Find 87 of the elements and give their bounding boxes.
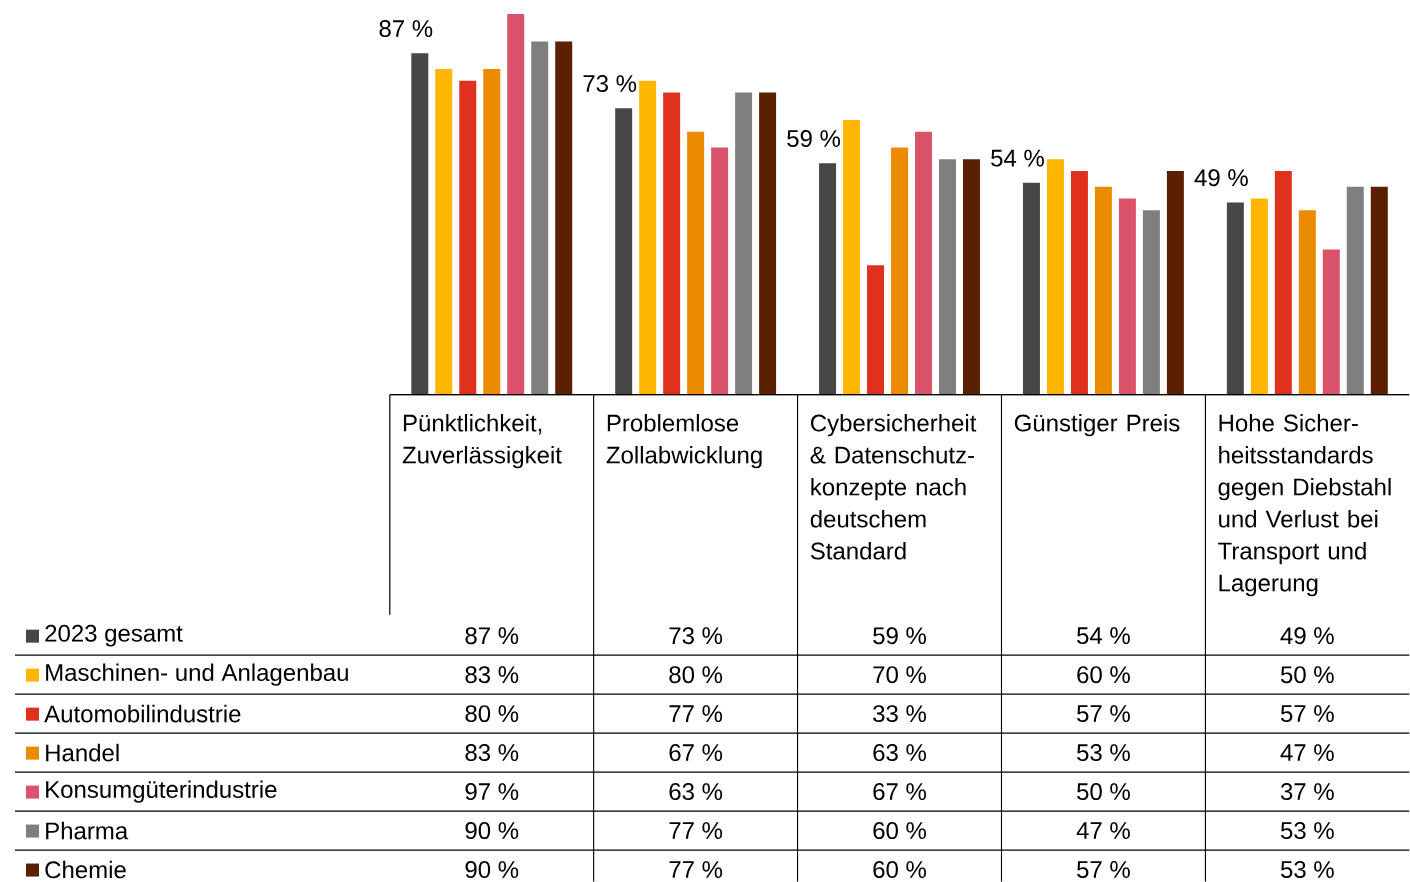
data-label: 87 % bbox=[465, 627, 519, 645]
data-label: 90 % bbox=[465, 822, 519, 839]
data-label: 47 % bbox=[1076, 822, 1130, 839]
legend-label: Handel bbox=[46, 743, 119, 762]
bar bbox=[1118, 198, 1136, 395]
bar bbox=[639, 80, 657, 395]
data-label: 60 % bbox=[873, 860, 926, 878]
x-tick-label: Problemlose Zollabwicklung bbox=[606, 413, 762, 469]
legend-label: Maschinen- und Anlagenbau bbox=[46, 663, 348, 686]
data-label: 53 % bbox=[1280, 822, 1334, 839]
data-label: 57 % bbox=[1077, 861, 1130, 878]
legend-label: Automobilindustrie bbox=[44, 704, 241, 723]
data-label: 53 % bbox=[1280, 860, 1334, 878]
data-label: 50 % bbox=[1280, 666, 1334, 684]
bar bbox=[1046, 159, 1064, 395]
data-label: 77 % bbox=[669, 861, 723, 878]
bar bbox=[507, 13, 525, 395]
text: 49 % bbox=[1194, 169, 1248, 187]
data-label: 57 % bbox=[1280, 705, 1334, 722]
data-label: 60 % bbox=[873, 822, 926, 839]
data-label: 63 % bbox=[669, 783, 723, 801]
bar bbox=[939, 159, 956, 395]
bar bbox=[843, 119, 861, 395]
data-label: 60 % bbox=[1077, 666, 1130, 684]
data-label: 97 % bbox=[465, 783, 519, 801]
bar bbox=[687, 131, 705, 395]
bar bbox=[1250, 198, 1268, 395]
legend-label: 2023 gesamt bbox=[45, 624, 183, 647]
data-label: 54 % bbox=[1077, 627, 1130, 645]
data-label: 63 % bbox=[873, 744, 926, 762]
bar bbox=[819, 163, 837, 395]
bar bbox=[555, 41, 573, 395]
data-label: 53 % bbox=[1077, 744, 1130, 762]
bar bbox=[891, 147, 909, 395]
legend-label: Chemie bbox=[45, 860, 126, 879]
text: 87 % bbox=[379, 20, 433, 38]
text: 54 % bbox=[991, 149, 1044, 167]
text: 73 % bbox=[583, 75, 637, 92]
bar bbox=[1274, 170, 1292, 395]
bar bbox=[1346, 186, 1364, 395]
bar bbox=[1166, 170, 1184, 395]
bar bbox=[1322, 249, 1340, 395]
bar bbox=[411, 53, 429, 395]
x-tick-label: Cybersicherheit & Datenschutz-konzepte nach deutschem Standard bbox=[810, 413, 977, 560]
data-label: 37 % bbox=[1280, 783, 1334, 801]
data-label: 33 % bbox=[873, 705, 926, 723]
data-label: 90 % bbox=[465, 860, 519, 878]
data-label: 59 % bbox=[873, 627, 926, 645]
legend-label: Pharma bbox=[46, 821, 129, 840]
x-tick-label: Günstiger Preis bbox=[1014, 413, 1180, 437]
bar bbox=[759, 92, 777, 395]
bar bbox=[663, 92, 681, 395]
bar bbox=[1298, 210, 1316, 395]
data-label: 49 % bbox=[1280, 627, 1334, 645]
bar bbox=[1226, 202, 1244, 395]
data-label: 70 % bbox=[873, 666, 926, 684]
bar bbox=[915, 131, 933, 395]
x-tick-label: Pünktlichkeit, Zuverlässigkeit bbox=[402, 413, 562, 469]
text: 59 % bbox=[787, 129, 841, 147]
bar bbox=[1370, 186, 1388, 395]
bar bbox=[963, 159, 980, 395]
data-label: 77 % bbox=[669, 822, 723, 839]
data-label: 80 % bbox=[465, 705, 519, 723]
data-label: 83 % bbox=[465, 744, 519, 762]
bar bbox=[735, 92, 753, 395]
bar bbox=[1142, 210, 1160, 395]
bar bbox=[1070, 170, 1088, 395]
data-label: 73 % bbox=[669, 627, 723, 645]
bar bbox=[435, 68, 453, 395]
data-label: 47 % bbox=[1280, 744, 1334, 761]
bar bbox=[483, 68, 501, 395]
data-label: 67 % bbox=[873, 783, 926, 801]
data-label: 83 % bbox=[465, 666, 519, 684]
data-label: 77 % bbox=[669, 705, 723, 722]
data-label: 67 % bbox=[669, 744, 723, 762]
data-label: 57 % bbox=[1077, 705, 1130, 722]
data-label: 80 % bbox=[669, 666, 723, 684]
bar bbox=[1094, 186, 1112, 395]
bar bbox=[531, 41, 549, 395]
bar bbox=[459, 80, 477, 395]
bar bbox=[867, 265, 885, 395]
data-label: 50 % bbox=[1077, 783, 1130, 801]
bar bbox=[1022, 182, 1040, 395]
bar bbox=[711, 147, 729, 395]
legend-label: Konsumgüterindustrie bbox=[46, 780, 277, 803]
bar bbox=[615, 108, 633, 395]
x-tick-label: Hohe Sicher-heitsstandards gegen Diebstahl und Verlust bei Transport und Lagerung bbox=[1218, 413, 1391, 597]
